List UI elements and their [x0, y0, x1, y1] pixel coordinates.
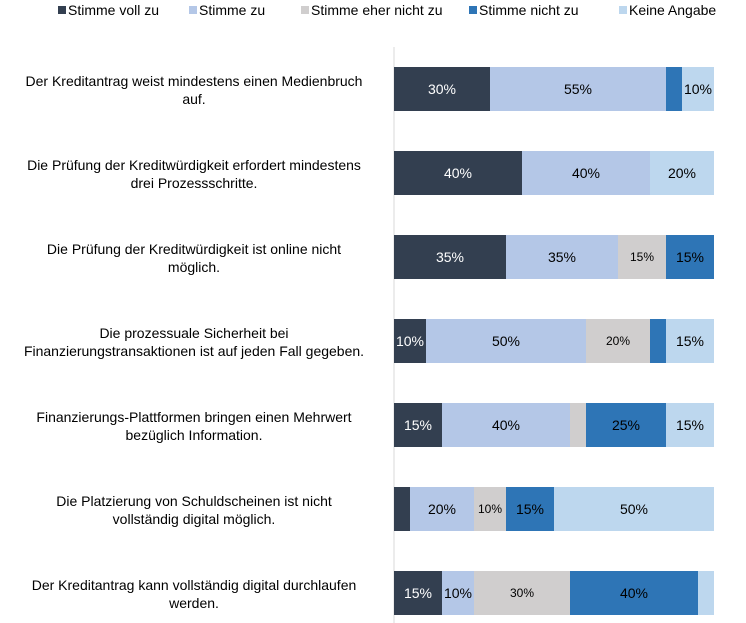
- legend-item: Stimme zu: [189, 2, 265, 18]
- bar-segment: [426, 319, 586, 363]
- data-label: 55%: [564, 81, 592, 97]
- legend-label: Stimme eher nicht zu: [311, 2, 443, 18]
- category-label: möglich.: [168, 259, 220, 275]
- bar-segment: [666, 319, 714, 363]
- data-label: 15%: [516, 501, 544, 517]
- bar-segment: [474, 487, 506, 531]
- category-label: Die prozessuale Sicherheit bei: [99, 325, 288, 341]
- data-label: 10%: [396, 333, 424, 349]
- bar-segment: [666, 403, 714, 447]
- data-label: 15%: [676, 333, 704, 349]
- bar-row: 30% 55% 10%: [394, 67, 714, 111]
- bar-row: 15% 40% 25% 15%: [394, 403, 714, 447]
- bar-row: 10% 50% 20% 15%: [394, 319, 714, 363]
- legend-label: Stimme zu: [199, 2, 265, 18]
- data-label: 25%: [612, 417, 640, 433]
- legend-label: Keine Angabe: [629, 2, 716, 18]
- data-label: 30%: [428, 81, 456, 97]
- category-label: Der Kreditantrag kann vollständig digita…: [32, 577, 357, 593]
- legend-item: Keine Angabe: [619, 2, 716, 18]
- bar-segment: [506, 487, 554, 531]
- bar-segment: [666, 235, 714, 279]
- bar-row: 35% 35% 15% 15%: [394, 235, 714, 279]
- bar-segment: [490, 67, 666, 111]
- data-label: 20%: [428, 501, 456, 517]
- bar-segment: [618, 235, 666, 279]
- bar-segment: [442, 403, 570, 447]
- legend-swatch: [58, 6, 66, 14]
- data-label: 40%: [572, 165, 600, 181]
- data-label: 30%: [510, 586, 534, 600]
- legend-item: Stimme eher nicht zu: [301, 2, 443, 18]
- legend-swatch: [189, 6, 197, 14]
- category-label: Finanzierungstransaktionen ist auf jeden…: [24, 343, 364, 359]
- category-label: Die Prüfung der Kreditwürdigkeit erforde…: [27, 157, 361, 173]
- category-label: vollständig digital möglich.: [113, 511, 276, 527]
- bar-segment: [554, 487, 714, 531]
- data-label: 35%: [548, 249, 576, 265]
- category-label: auf.: [182, 91, 205, 107]
- category-label: Die Platzierung von Schuldscheinen ist n…: [56, 493, 332, 509]
- bar-row: 15% 10% 30% 40%: [394, 571, 714, 615]
- legend-swatch: [301, 6, 309, 14]
- bar-segment: [650, 319, 666, 363]
- bar-segment: [586, 403, 666, 447]
- legend-item: Stimme nicht zu: [469, 2, 579, 18]
- bar-segment: [410, 487, 474, 531]
- bar-row: 40% 40% 20%: [394, 151, 714, 195]
- bar-segment: [570, 571, 698, 615]
- bar-segment: [394, 487, 410, 531]
- bar-segment: [474, 571, 570, 615]
- bar-segment: [650, 151, 714, 195]
- data-label: 50%: [492, 333, 520, 349]
- legend-swatch: [469, 6, 477, 14]
- legend-item: Stimme voll zu: [58, 2, 159, 18]
- bar-segment: [506, 235, 618, 279]
- legend-swatch: [619, 6, 627, 14]
- category-label: Der Kreditantrag weist mindestens einen …: [26, 73, 363, 89]
- category-label: bezüglich Information.: [126, 427, 263, 443]
- data-label: 15%: [676, 417, 704, 433]
- bar-row: 20% 10% 15% 50%: [394, 487, 714, 531]
- data-label: 15%: [404, 417, 432, 433]
- bar-segment: [394, 235, 506, 279]
- legend: Stimme voll zu Stimme zu Stimme eher nicht…: [58, 2, 716, 18]
- data-label: 15%: [404, 585, 432, 601]
- category-label: werden.: [168, 595, 219, 611]
- data-label: 50%: [620, 501, 648, 517]
- bar-segment: [522, 151, 650, 195]
- bar-segment: [394, 67, 490, 111]
- data-label: 10%: [444, 585, 472, 601]
- data-label: 40%: [620, 585, 648, 601]
- legend-label: Stimme voll zu: [68, 2, 159, 18]
- data-label: 40%: [492, 417, 520, 433]
- bar-segment: [394, 151, 522, 195]
- bars: 30% 55% 10%40% 40% 20%35% 35% 15% 15%10% 50% 20% 1…: [394, 67, 714, 615]
- bar-segment: [394, 571, 442, 615]
- bar-segment: [394, 403, 442, 447]
- data-label: 10%: [478, 502, 502, 516]
- category-label: Finanzierungs-Plattformen bringen einen …: [36, 409, 351, 425]
- legend-label: Stimme nicht zu: [479, 2, 579, 18]
- data-label: 35%: [436, 249, 464, 265]
- bar-segment: [586, 319, 650, 363]
- data-label: 40%: [444, 165, 472, 181]
- category-labels: Der Kreditantrag weist mindestens einen …: [24, 73, 364, 611]
- category-label: Die Prüfung der Kreditwürdigkeit ist onl…: [47, 241, 341, 257]
- bar-segment: [682, 67, 714, 111]
- bar-segment: [442, 571, 474, 615]
- bar-segment: [570, 403, 586, 447]
- data-label: 10%: [684, 81, 712, 97]
- data-label: 20%: [606, 334, 630, 348]
- data-label: 15%: [630, 250, 654, 264]
- bar-segment: [698, 571, 714, 615]
- data-label: 15%: [676, 249, 704, 265]
- data-label: 20%: [668, 165, 696, 181]
- bar-segment: [666, 67, 682, 111]
- category-label: drei Prozessschritte.: [131, 175, 258, 191]
- bar-segment: [394, 319, 426, 363]
